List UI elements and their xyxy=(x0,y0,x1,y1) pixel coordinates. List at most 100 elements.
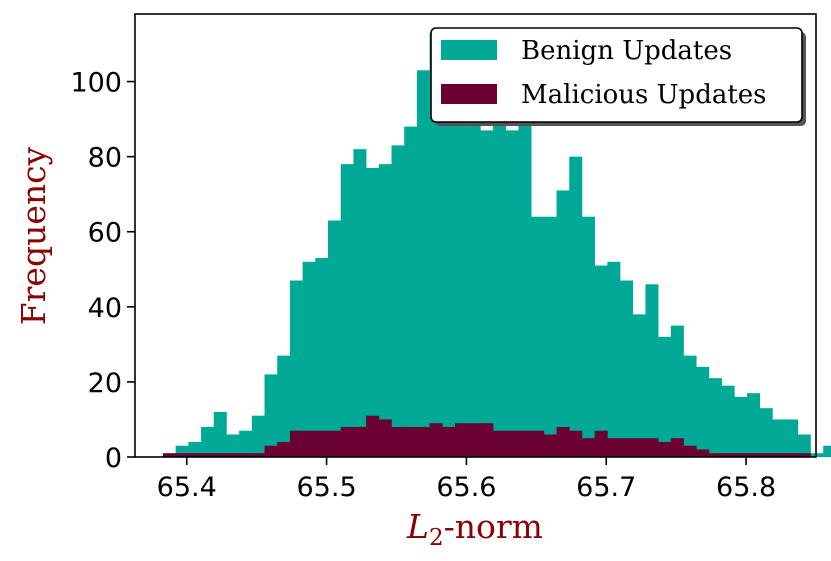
benign-bar-8 xyxy=(264,374,278,457)
benign-bar-11 xyxy=(302,261,316,457)
benign-bar-27 xyxy=(505,130,519,457)
benign-bar-22 xyxy=(442,55,456,458)
y-tick-label: 100 xyxy=(70,68,122,99)
benign-bar-13 xyxy=(328,220,342,457)
y-tick-label: 60 xyxy=(88,218,122,249)
x-tick-label: 65.7 xyxy=(576,472,636,503)
malicious-bar-2 xyxy=(188,453,202,457)
legend-box xyxy=(430,27,803,123)
benign-bar-32 xyxy=(569,156,583,457)
benign-bar-38 xyxy=(645,284,659,457)
malicious-bar-1 xyxy=(175,453,189,457)
benign-bar-21 xyxy=(429,32,443,458)
benign-bar-10 xyxy=(289,280,303,457)
y-axis-title: Frequency xyxy=(14,146,53,325)
malicious-bar-23 xyxy=(455,423,468,457)
malicious-bar-41 xyxy=(683,445,697,457)
malicious-bar-18 xyxy=(391,426,405,457)
benign-bar-24 xyxy=(467,111,481,458)
malicious-bar-16 xyxy=(366,415,380,457)
legend-swatch-benign xyxy=(441,40,497,60)
x-tick-label: 65.6 xyxy=(436,472,496,503)
malicious-bar-19 xyxy=(404,426,418,457)
x-tick-label: 65.8 xyxy=(716,472,776,503)
malicious-bar-4 xyxy=(213,453,227,457)
benign-bar-3 xyxy=(201,426,215,457)
benign-bars xyxy=(162,32,831,458)
malicious-bar-26 xyxy=(493,430,507,457)
malicious-bars xyxy=(162,415,811,457)
malicious-bar-7 xyxy=(251,453,265,457)
y-tick-label: 20 xyxy=(88,368,122,399)
malicious-bar-34 xyxy=(594,430,608,457)
benign-bar-15 xyxy=(353,149,367,457)
malicious-bar-32 xyxy=(569,430,583,457)
malicious-bar-15 xyxy=(353,426,367,457)
malicious-bar-0 xyxy=(162,453,176,457)
malicious-bar-39 xyxy=(658,441,672,457)
benign-bar-26 xyxy=(493,115,507,458)
malicious-bar-25 xyxy=(480,423,494,457)
benign-bar-33 xyxy=(581,216,595,457)
benign-bar-45 xyxy=(734,396,748,457)
malicious-bar-38 xyxy=(645,438,659,457)
malicious-bar-20 xyxy=(416,426,430,457)
malicious-bar-29 xyxy=(531,430,545,457)
benign-bar-19 xyxy=(404,126,418,457)
malicious-bar-36 xyxy=(620,438,634,457)
benign-bar-5 xyxy=(226,434,240,457)
malicious-bar-44 xyxy=(721,453,735,457)
benign-bar-40 xyxy=(670,325,684,457)
malicious-bar-27 xyxy=(505,430,519,457)
benign-bar-20 xyxy=(416,70,430,457)
y-axis: 0 20 40 60 80 100 xyxy=(70,68,135,474)
legend-label-malicious: Malicious Updates xyxy=(521,80,767,110)
x-axis-title: L2-norm xyxy=(406,507,543,551)
malicious-bar-14 xyxy=(340,426,354,457)
malicious-bar-42 xyxy=(696,449,710,457)
benign-bar-50 xyxy=(797,434,811,457)
malicious-bar-45 xyxy=(734,453,748,457)
benign-bar-34 xyxy=(594,265,608,457)
malicious-bar-22 xyxy=(442,426,456,457)
malicious-bar-40 xyxy=(670,438,684,457)
malicious-bar-48 xyxy=(772,453,786,457)
malicious-bar-3 xyxy=(201,453,215,457)
benign-bar-2 xyxy=(188,441,202,457)
malicious-bar-17 xyxy=(378,419,392,457)
benign-bar-52 xyxy=(823,445,831,457)
benign-bar-36 xyxy=(620,280,634,457)
malicious-bar-13 xyxy=(328,430,342,457)
malicious-bar-10 xyxy=(289,430,303,457)
benign-bar-6 xyxy=(239,430,253,457)
benign-bar-48 xyxy=(772,419,786,457)
malicious-bar-28 xyxy=(518,430,532,457)
x-axis-title-rest: -norm xyxy=(444,507,543,546)
benign-bar-28 xyxy=(518,111,532,458)
benign-bar-46 xyxy=(747,393,761,457)
malicious-bar-33 xyxy=(581,438,595,457)
benign-bar-1 xyxy=(175,445,189,457)
benign-bar-42 xyxy=(696,366,710,457)
benign-bar-12 xyxy=(315,258,329,457)
malicious-bar-12 xyxy=(315,430,329,457)
benign-bar-37 xyxy=(632,314,646,457)
legend: Benign Updates Malicious Updates xyxy=(430,27,806,126)
x-axis-title-base: L xyxy=(406,507,429,546)
malicious-bar-21 xyxy=(429,423,443,457)
benign-bar-17 xyxy=(378,164,392,458)
malicious-bar-43 xyxy=(708,453,722,457)
malicious-bar-5 xyxy=(226,453,240,457)
plot-frame xyxy=(134,13,817,458)
x-axis-title-subscript: 2 xyxy=(429,525,444,551)
benign-bar-30 xyxy=(543,216,557,457)
malicious-bar-6 xyxy=(239,453,253,457)
malicious-bar-31 xyxy=(556,426,570,457)
benign-bar-44 xyxy=(721,385,735,457)
benign-bar-39 xyxy=(658,336,672,457)
benign-bar-29 xyxy=(531,216,545,457)
benign-bar-7 xyxy=(251,415,265,457)
malicious-bar-47 xyxy=(759,453,773,457)
benign-bar-18 xyxy=(391,145,405,457)
benign-bar-43 xyxy=(708,378,722,457)
